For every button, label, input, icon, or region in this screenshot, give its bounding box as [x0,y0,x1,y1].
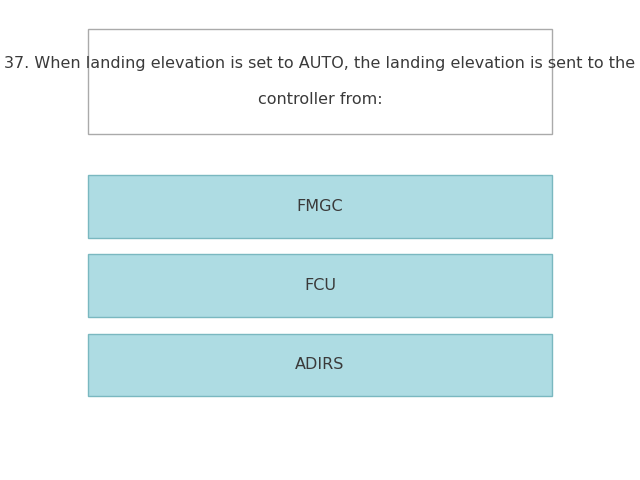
Text: controller from:: controller from: [258,92,382,108]
Text: ADIRS: ADIRS [295,357,345,372]
Text: FCU: FCU [304,278,336,293]
FancyBboxPatch shape [88,334,552,396]
FancyBboxPatch shape [88,254,552,317]
FancyBboxPatch shape [88,175,552,238]
Text: 37. When landing elevation is set to AUTO, the landing elevation is sent to the: 37. When landing elevation is set to AUT… [4,56,636,71]
FancyBboxPatch shape [88,29,552,134]
Text: FMGC: FMGC [297,199,343,214]
